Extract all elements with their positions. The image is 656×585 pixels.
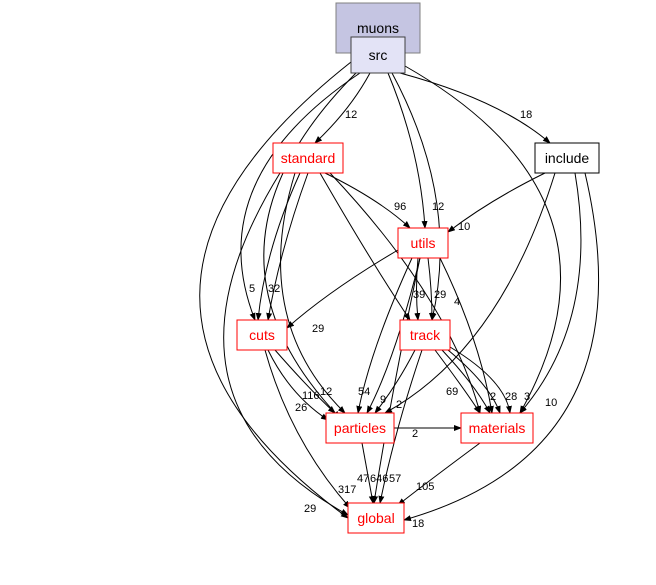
node-label-global: global [357, 510, 394, 526]
edge-label: 12 [432, 201, 444, 213]
edge-label: 18 [412, 518, 424, 530]
edge-label: 317 [338, 484, 356, 496]
dependency-graph: muons src standard include utils cuts track par… [0, 0, 656, 585]
edge-label: 29 [434, 289, 446, 301]
edge-label: 5 [249, 283, 255, 295]
node-label-include: include [545, 150, 590, 166]
edge-label: 29 [312, 323, 324, 335]
edge-label: 57 [389, 473, 401, 485]
edge-src-include [400, 73, 550, 143]
edge-src-standard [315, 73, 370, 143]
edge-label: 9 [380, 394, 386, 406]
edge-label: 10 [545, 397, 557, 409]
edge-standard-particles [281, 173, 345, 413]
node-label-utils: utils [411, 235, 436, 251]
node-label-cuts: cuts [249, 327, 275, 343]
edge-label: 2 [396, 399, 402, 411]
edge-label: 28 [505, 391, 517, 403]
edge-label: 12 [345, 109, 357, 121]
edge-label: 18 [520, 109, 532, 121]
edge-label: 47 [357, 473, 369, 485]
edge-track-materials [442, 350, 490, 413]
edge-label: 2 [412, 428, 418, 440]
edge-include-materials [520, 173, 581, 413]
edge-track-materials [435, 350, 480, 413]
edge-label: 29 [304, 503, 316, 515]
node-label-src: src [369, 47, 388, 63]
edge-label: 2 [490, 391, 496, 403]
edge-utils-track [428, 258, 432, 320]
node-label-track: track [410, 327, 441, 343]
node-label-muons: muons [357, 20, 399, 36]
edge-label: 4 [454, 296, 460, 308]
edge-label: 96 [394, 201, 406, 213]
edge-label: 26 [295, 402, 307, 414]
edge-src-cuts [241, 73, 360, 320]
edge-label: 105 [416, 481, 434, 493]
edge-label: 10 [458, 221, 470, 233]
edge-track-materials [450, 347, 510, 413]
edge-label: 39 [413, 289, 425, 301]
node-label-materials: materials [469, 420, 526, 436]
edge-src-particles [264, 73, 356, 418]
edge-label: 32 [268, 283, 280, 295]
edge-label: 116 [302, 390, 320, 402]
edge-utils-cuts [287, 250, 398, 328]
edge-label: 69 [446, 386, 458, 398]
node-label-standard: standard [281, 150, 335, 166]
edge-label: 3 [524, 391, 530, 403]
node-label-particles: particles [334, 420, 386, 436]
edge-label: 12 [320, 386, 332, 398]
edge-label: 646 [370, 473, 388, 485]
edge-label: 54 [358, 386, 370, 398]
